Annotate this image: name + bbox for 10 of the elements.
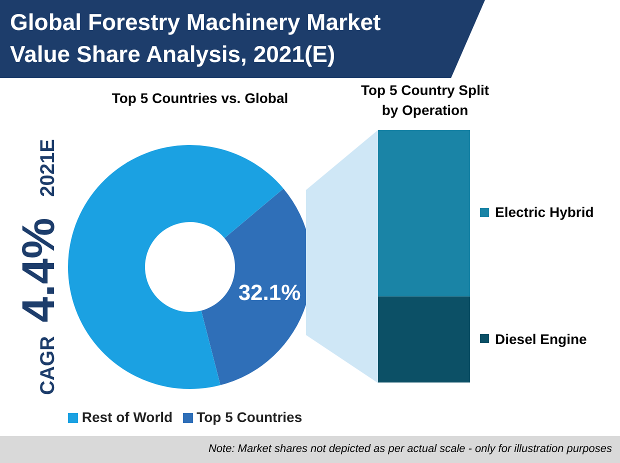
chart-title: Global Forestry Machinery Market Value Share Analysis, 2021(E) [10, 8, 382, 69]
legend-label: Diesel Engine [494, 330, 587, 347]
legend-label: Top 5 Countries [196, 409, 302, 425]
legend-label: Electric Hybrid [494, 204, 594, 220]
legend-label: Rest of World [82, 409, 173, 425]
chart-subtitle: Top 5 Countries vs. Global [110, 90, 290, 106]
text: Note: Market shares not depicted as per actual scale - only for illustration purposes [208, 443, 612, 455]
chart-title: Top 5 Country Split by Operation [360, 81, 490, 120]
text: CAGR 4.4% 2021E [12, 139, 64, 395]
data-label: 32.1% [238, 280, 301, 305]
